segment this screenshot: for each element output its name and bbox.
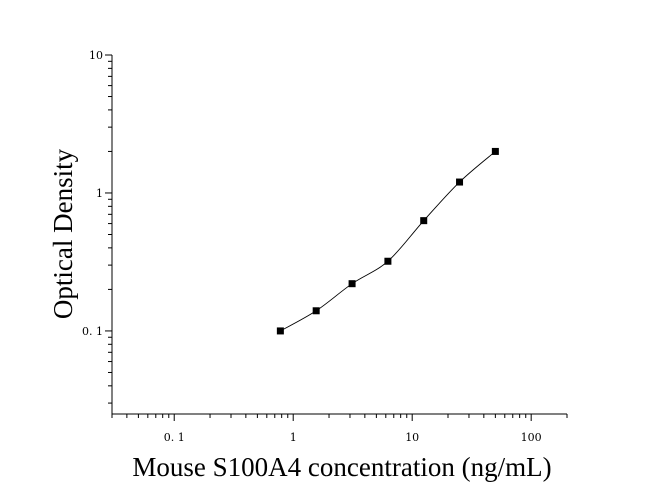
x-tick-label: 1 xyxy=(290,431,297,444)
x-tick-label: 10 xyxy=(405,431,419,444)
data-point xyxy=(384,257,392,265)
data-point xyxy=(456,178,464,186)
data-point xyxy=(348,280,356,288)
x-axis-label: Mouse S100A4 concentration (ng/mL) xyxy=(132,452,551,482)
data-point xyxy=(312,307,320,315)
data-points xyxy=(276,147,499,335)
x-tick-label: 0. 1 xyxy=(164,431,185,444)
y-tick-label: 0. 1 xyxy=(82,325,103,338)
data-point xyxy=(276,327,284,335)
x-tick-label: 100 xyxy=(521,431,542,444)
data-point xyxy=(420,217,428,225)
y-tick-label: 10 xyxy=(89,49,103,62)
fit-curve-group xyxy=(280,151,496,332)
ticks: 0. 1 1 10 100 0. 1 1 10 xyxy=(82,49,568,444)
axes xyxy=(111,55,567,415)
y-axis-label: Optical Density xyxy=(48,148,78,319)
fit-curve xyxy=(280,151,496,332)
data-point xyxy=(491,147,499,155)
y-tick-label: 1 xyxy=(96,187,103,200)
